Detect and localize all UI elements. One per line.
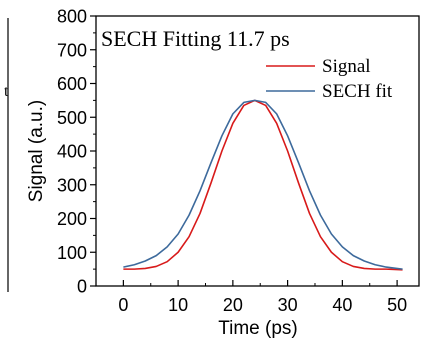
x-tick-label: 50 [387,295,407,315]
y-tick-label: 200 [57,209,87,229]
chart-title: SECH Fitting 11.7 ps [101,26,290,51]
x-tick-label: 10 [168,295,188,315]
legend: Signal SECH fit [266,56,393,102]
y-tick-label: 300 [57,175,87,195]
x-tick-label: 0 [118,295,128,315]
neighbor-panel-glyph: t [4,83,9,100]
series-line-sech-fit [123,99,403,270]
y-tick-label: 100 [57,243,87,263]
y-tick-label: 500 [57,108,87,128]
x-tick-label: 40 [332,295,352,315]
y-tick-label: 600 [57,74,87,94]
x-axis-title: Time (ps) [218,318,298,339]
ticks [90,15,398,287]
legend-label-signal: Signal [322,56,371,77]
x-tick-label: 30 [278,295,298,315]
y-tick-label: 700 [57,40,87,60]
y-axis-title: Signal (a.u.) [26,100,47,202]
y-tick-label: 800 [57,7,87,27]
y-tick-label: 0 [77,277,87,297]
y-tick-label: 400 [57,142,87,162]
series-line-signal [123,99,403,271]
series-lines [123,99,403,271]
x-tick-label: 20 [223,295,243,315]
legend-label-sech-fit: SECH fit [322,81,393,102]
